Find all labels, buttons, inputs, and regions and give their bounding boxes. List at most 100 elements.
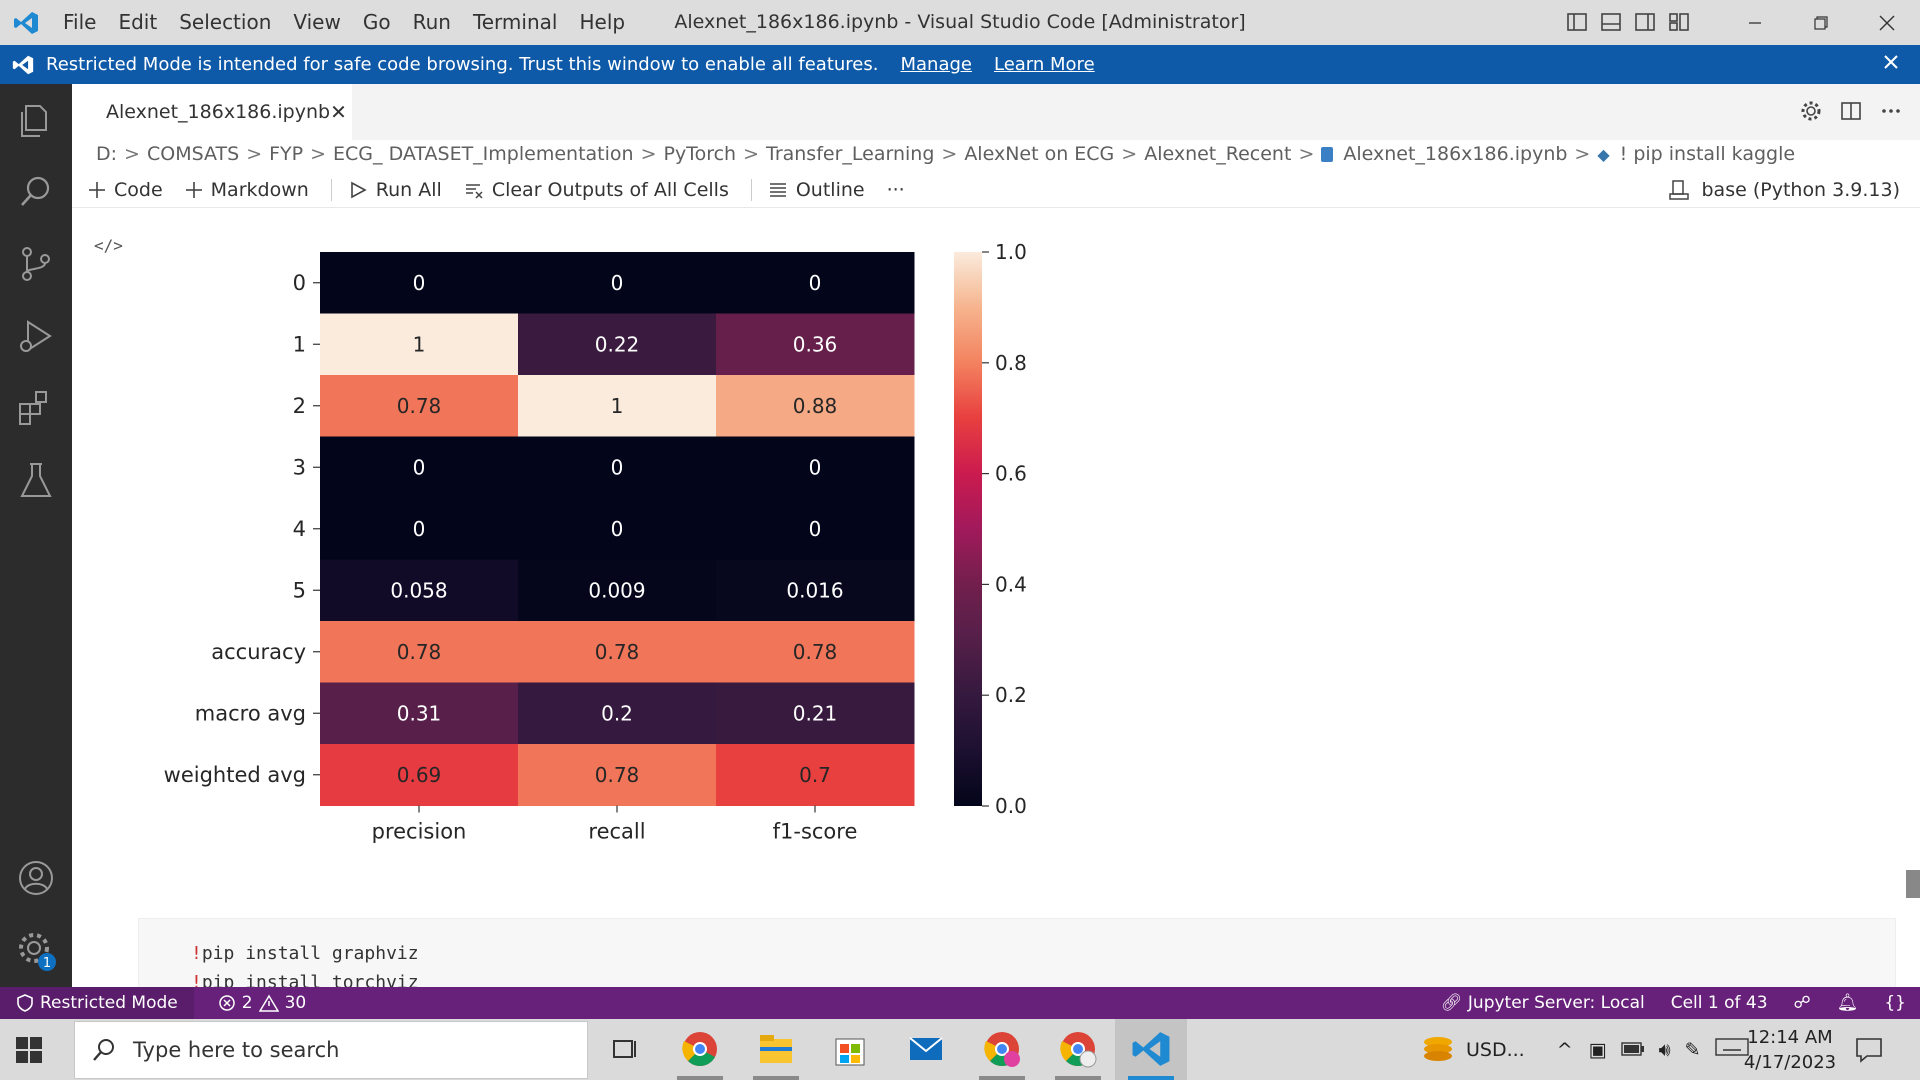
toggle-primary-sidebar-icon[interactable] — [1565, 10, 1589, 34]
close-window-icon[interactable] — [1854, 0, 1920, 45]
search-icon[interactable] — [14, 170, 58, 214]
more-toolbar-actions[interactable]: ··· — [887, 179, 905, 201]
breadcrumb-item[interactable]: COMSATS — [146, 143, 240, 165]
keyboard-icon[interactable] — [1714, 1037, 1749, 1062]
restricted-mode-status[interactable]: Restricted Mode — [0, 987, 194, 1019]
banner-close-icon[interactable] — [1882, 53, 1900, 76]
add-markdown-cell-button[interactable]: Markdown — [185, 179, 309, 201]
pen-icon[interactable]: ✎ — [1684, 1038, 1701, 1061]
volume-icon[interactable]: 🔊︎ — [1658, 1038, 1671, 1061]
show-hidden-icons-icon[interactable]: ^ — [1556, 1038, 1573, 1061]
feedback-icon[interactable]: ☍ — [1793, 993, 1811, 1013]
breadcrumb-item[interactable]: ! pip install kaggle — [1619, 143, 1796, 165]
heatmap-row-label: accuracy — [211, 640, 306, 664]
split-editor-icon[interactable] — [1840, 100, 1862, 126]
breadcrumb-item[interactable]: Alexnet_186x186.ipynb — [1343, 143, 1568, 165]
toggle-secondary-sidebar-icon[interactable] — [1633, 10, 1657, 34]
breadcrumb-item[interactable]: PyTorch — [663, 143, 737, 165]
heatmap-cell — [320, 375, 519, 437]
jupyter-server-status[interactable]: 🔗︎ Jupyter Server: Local — [1440, 993, 1645, 1013]
scrollbar-thumb[interactable] — [1906, 870, 1920, 898]
breadcrumb-item[interactable]: ECG_ DATASET_Implementation — [333, 143, 634, 165]
customize-layout-icon[interactable] — [1667, 10, 1691, 34]
mail-icon[interactable] — [906, 1029, 946, 1069]
add-code-cell-button[interactable]: Code — [88, 179, 163, 201]
vscode-taskbar-button[interactable] — [1115, 1019, 1187, 1080]
chrome-profile-icon[interactable] — [1058, 1029, 1098, 1069]
breadcrumb-item[interactable]: D: — [96, 143, 118, 165]
currency-widget-icon[interactable] — [1420, 1032, 1456, 1067]
outline-button[interactable]: Outline — [768, 179, 865, 201]
close-tab-icon[interactable]: ✕ — [330, 100, 347, 124]
cell-position-status[interactable]: Cell 1 of 43 — [1670, 993, 1768, 1013]
manage-link[interactable]: Manage — [900, 54, 972, 75]
windows-start-icon[interactable] — [16, 1037, 42, 1067]
restore-icon[interactable] — [1788, 0, 1854, 45]
taskbar-search-box[interactable]: Type here to search — [74, 1021, 588, 1079]
file-explorer-icon[interactable] — [756, 1029, 796, 1069]
tab-alexnet-notebook[interactable]: Alexnet_186x186.ipynb ✕ — [72, 84, 352, 140]
heatmap-cell — [716, 252, 915, 314]
heatmap-row-label: macro avg — [195, 701, 306, 725]
source-control-icon[interactable] — [14, 242, 58, 286]
menu-view[interactable]: View — [293, 10, 341, 34]
outline-list-icon — [769, 182, 786, 197]
clock[interactable]: 12:14 AM 4/17/2023 — [1730, 1025, 1850, 1075]
run-debug-icon[interactable] — [14, 314, 58, 358]
heatmap-cell — [518, 621, 717, 683]
extensions-icon[interactable] — [14, 386, 58, 430]
chrome-icon[interactable] — [680, 1029, 720, 1069]
colorbar-tick-label: 0.4 — [995, 572, 1027, 596]
testing-icon[interactable] — [14, 458, 58, 502]
output-code-icon[interactable]: </> — [94, 236, 123, 255]
run-all-button[interactable]: Run All — [348, 179, 442, 201]
accounts-icon[interactable] — [14, 856, 58, 900]
heatmap-cell — [716, 559, 915, 622]
breadcrumb-item[interactable]: Alexnet_Recent — [1144, 143, 1292, 165]
more-actions-icon[interactable] — [1880, 100, 1902, 126]
breadcrumb-item[interactable]: Transfer_Learning — [766, 143, 935, 165]
settings-gear-icon[interactable] — [1800, 100, 1822, 126]
heatmap-cell-label: 0.016 — [786, 578, 843, 602]
breadcrumb-item[interactable]: AlexNet on ECG — [964, 143, 1115, 165]
heatmap-cell-label: 0 — [611, 455, 624, 479]
more-label: ··· — [886, 178, 905, 201]
plug-icon: 🔗︎ — [1440, 993, 1463, 1013]
vscode-logo-icon[interactable] — [0, 0, 52, 45]
heatmap-row-label: 5 — [293, 578, 306, 602]
heatmap-cell — [716, 375, 915, 437]
toggle-panel-icon[interactable] — [1599, 10, 1623, 34]
menu-run[interactable]: Run — [412, 10, 451, 34]
menu-edit[interactable]: Edit — [118, 10, 158, 34]
clear-outputs-button[interactable]: Clear Outputs of All Cells — [464, 179, 729, 201]
task-view-icon[interactable] — [604, 1029, 644, 1069]
explorer-icon[interactable] — [14, 98, 58, 142]
microsoft-store-icon[interactable] — [830, 1029, 870, 1069]
battery-icon[interactable] — [1620, 1039, 1645, 1061]
heatmap-row-label: 2 — [293, 394, 306, 418]
json-braces-icon[interactable]: {} — [1884, 993, 1906, 1013]
menu-help[interactable]: Help — [579, 10, 626, 34]
manage-gear-icon[interactable]: 1 — [14, 928, 58, 972]
colorbar-tick-label: 0.0 — [995, 794, 1027, 818]
currency-widget-text[interactable]: USD... — [1466, 1038, 1525, 1061]
chrome-profile-icon[interactable] — [982, 1029, 1022, 1069]
meet-now-icon[interactable]: ▣ — [1588, 1038, 1607, 1061]
warning-icon — [258, 994, 279, 1012]
editor-tab-bar: Alexnet_186x186.ipynb ✕ — [72, 84, 1920, 140]
window-controls — [1722, 0, 1920, 45]
action-center-icon[interactable] — [1855, 1037, 1883, 1067]
learn-more-link[interactable]: Learn More — [993, 54, 1095, 75]
menu-file[interactable]: File — [63, 10, 97, 34]
kernel-picker[interactable]: base (Python 3.9.13) — [1668, 179, 1900, 201]
problems-status[interactable]: 2 30 — [218, 993, 306, 1013]
minimize-icon[interactable] — [1722, 0, 1788, 45]
menu-selection[interactable]: Selection — [179, 10, 272, 34]
notifications-bell-icon[interactable]: 🔔︎ — [1836, 993, 1859, 1013]
vscode-icon[interactable] — [1131, 1029, 1171, 1069]
code-cell[interactable]: !pip install graphviz !pip install torch… — [138, 918, 1896, 988]
menu-terminal[interactable]: Terminal — [472, 10, 558, 34]
menu-go[interactable]: Go — [362, 10, 391, 34]
breadcrumb-item[interactable]: FYP — [269, 143, 304, 165]
tab-label: Alexnet_186x186.ipynb — [106, 101, 331, 123]
